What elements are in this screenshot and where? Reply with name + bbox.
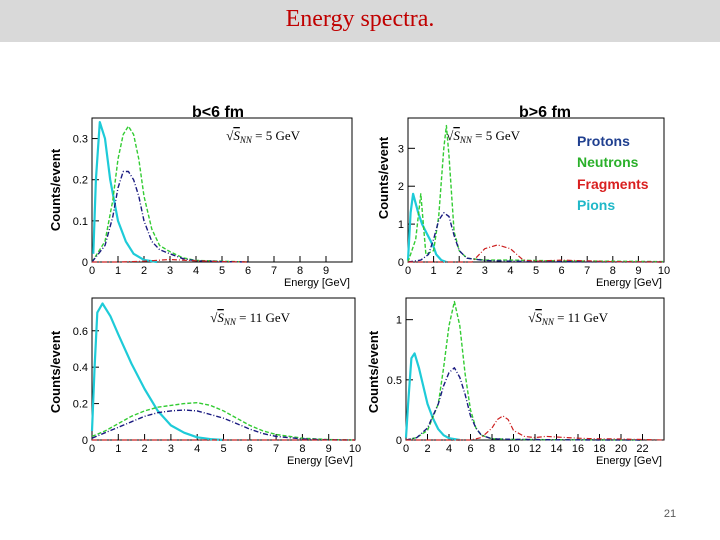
x-tick-label: 0 xyxy=(89,265,95,277)
x-tick-label: 6 xyxy=(559,265,565,277)
x-tick-label: 14 xyxy=(550,443,562,455)
y-tick-label: 0.2 xyxy=(73,175,88,187)
chart-top-right: 0 1 2 3 4 5 6 7 8 9 10 0 1 2 3 Energy [GeV] Counts/event… xyxy=(376,104,670,289)
y-tick-label: 3 xyxy=(398,143,404,155)
series-neutrons xyxy=(91,125,249,263)
x-tick-label: 16 xyxy=(572,443,584,455)
y-tick-label: 1 xyxy=(396,315,402,327)
plot-frame xyxy=(91,117,353,263)
y-axis-label: Counts/event xyxy=(366,330,381,413)
legend-protons: Protons xyxy=(577,133,630,149)
chart-top-left: 0 1 2 3 4 5 6 7 8 9 0 0.1 0.2 0.3 Energy [GeV] Counts/e… xyxy=(48,104,353,289)
slide-title: Energy spectra. xyxy=(285,6,435,32)
chart-title: b<6 fm xyxy=(192,104,244,121)
x-tick-label: 9 xyxy=(323,265,329,277)
y-axis-label: Counts/event xyxy=(48,330,63,413)
x-tick-label: 5 xyxy=(533,265,539,277)
x-tick-label: 8 xyxy=(299,443,305,455)
x-tick-label: 7 xyxy=(584,265,590,277)
x-tick-label: 0 xyxy=(89,443,95,455)
y-tick-label: 0.3 xyxy=(73,134,88,146)
x-tick-label: 6 xyxy=(467,443,473,455)
energy-label: √SNN = 11 GeV xyxy=(210,310,290,327)
x-tick-label: 3 xyxy=(168,443,174,455)
x-tick-label: 4 xyxy=(194,443,200,455)
x-tick-label: 8 xyxy=(610,265,616,277)
y-axis-label: Counts/event xyxy=(376,136,391,219)
x-axis-label: Energy [GeV] xyxy=(596,277,662,289)
x-tick-label: 2 xyxy=(142,443,148,455)
y-tick-label: 0 xyxy=(82,257,88,269)
x-tick-label: 3 xyxy=(482,265,488,277)
x-tick-label: 0 xyxy=(405,265,411,277)
y-tick-label: 0.2 xyxy=(73,399,88,411)
x-tick-label: 12 xyxy=(529,443,541,455)
energy-label: √SNN = 5 GeV xyxy=(446,128,520,145)
x-tick-label: 3 xyxy=(167,265,173,277)
y-tick-label: 2 xyxy=(398,181,404,193)
y-tick-label: 0 xyxy=(82,435,88,447)
chart-bottom-left: 0 1 2 3 4 5 6 7 8 9 10 0 0.2 0.4 0.6 Energy [GeV] Counts… xyxy=(48,297,361,467)
series-pions xyxy=(404,352,460,442)
x-tick-label: 7 xyxy=(271,265,277,277)
x-tick-label: 6 xyxy=(247,443,253,455)
x-tick-label: 2 xyxy=(141,265,147,277)
x-tick-label: 4 xyxy=(193,265,199,277)
legend-pions: Pions xyxy=(577,197,615,213)
legend-fragments: Fragments xyxy=(577,176,649,192)
y-tick-label: 0.4 xyxy=(73,362,88,374)
x-tick-label: 4 xyxy=(446,443,452,455)
x-tick-label: 5 xyxy=(219,265,225,277)
x-tick-label: 22 xyxy=(636,443,648,455)
chart-title: b>6 fm xyxy=(519,104,571,121)
title-bar xyxy=(0,0,720,42)
x-tick-label: 9 xyxy=(635,265,641,277)
x-tick-label: 8 xyxy=(489,443,495,455)
x-tick-label: 1 xyxy=(115,443,121,455)
x-tick-label: 0 xyxy=(403,443,409,455)
x-tick-label: 5 xyxy=(220,443,226,455)
x-tick-label: 10 xyxy=(658,265,670,277)
y-tick-label: 0.5 xyxy=(387,375,402,387)
y-tick-label: 0.6 xyxy=(73,326,88,338)
x-tick-label: 10 xyxy=(349,443,361,455)
series-fragments xyxy=(406,415,665,441)
series-pions xyxy=(90,302,224,442)
x-tick-label: 8 xyxy=(297,265,303,277)
series-protons xyxy=(407,211,665,263)
page-number: 21 xyxy=(663,508,677,520)
series-pions xyxy=(92,120,158,264)
x-tick-label: 20 xyxy=(615,443,627,455)
x-tick-label: 6 xyxy=(245,265,251,277)
series-protons xyxy=(405,367,643,441)
series-protons xyxy=(91,409,356,441)
x-tick-label: 9 xyxy=(326,443,332,455)
y-axis-label: Counts/event xyxy=(48,148,63,231)
x-axis-label: Energy [GeV] xyxy=(287,455,353,467)
y-tick-label: 1 xyxy=(398,219,404,231)
y-tick-label: 0 xyxy=(396,435,402,447)
x-axis-label: Energy [GeV] xyxy=(596,455,662,467)
y-tick-label: 0.1 xyxy=(73,216,88,228)
series-fragments xyxy=(92,258,249,263)
series-pions xyxy=(406,192,447,264)
legend-neutrons: Neutrons xyxy=(577,154,639,170)
x-tick-label: 7 xyxy=(273,443,279,455)
y-tick-label: 0 xyxy=(398,257,404,269)
x-tick-label: 10 xyxy=(507,443,519,455)
x-tick-label: 2 xyxy=(424,443,430,455)
x-tick-label: 18 xyxy=(593,443,605,455)
x-tick-label: 4 xyxy=(507,265,513,277)
x-axis-label: Energy [GeV] xyxy=(284,277,350,289)
x-tick-label: 1 xyxy=(115,265,121,277)
particle-legend: Protons Neutrons Fragments Pions xyxy=(577,133,649,213)
chart-bottom-right: 0 2 4 6 8 10 12 14 16 18 20 22 0 0.5 1 Energy [GeV] Coun… xyxy=(366,297,665,467)
energy-label: √SNN = 11 GeV xyxy=(528,310,608,327)
series-protons xyxy=(91,170,249,263)
x-tick-label: 1 xyxy=(431,265,437,277)
energy-label: √SNN = 5 GeV xyxy=(226,128,300,145)
x-tick-label: 2 xyxy=(456,265,462,277)
series-neutrons xyxy=(91,402,356,441)
